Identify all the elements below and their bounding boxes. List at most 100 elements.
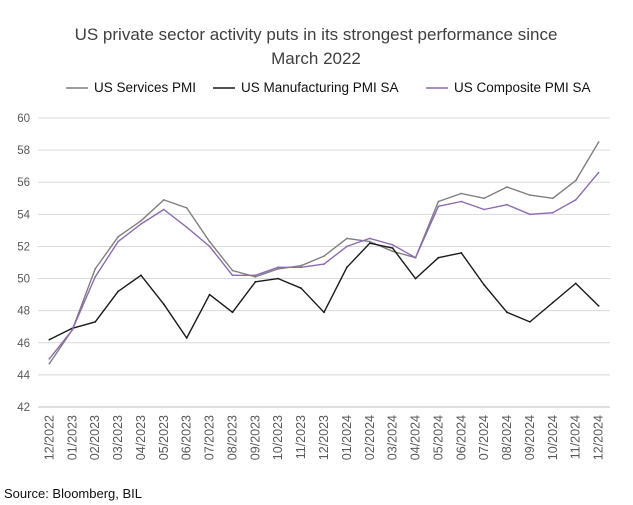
data-point xyxy=(346,237,348,240)
y-tick-label: 60 xyxy=(17,113,30,125)
data-point xyxy=(254,276,257,278)
data-point xyxy=(323,311,325,314)
data-point xyxy=(574,179,577,182)
data-point xyxy=(231,274,234,277)
x-tick-label: 06/2024 xyxy=(454,415,468,460)
data-point xyxy=(277,266,280,269)
data-point xyxy=(140,223,142,225)
data-point xyxy=(117,240,119,243)
x-tick-label: 12/2024 xyxy=(592,415,606,460)
data-point xyxy=(437,205,440,208)
legend-item: US Composite PMI SA xyxy=(426,80,591,95)
legend-item: US Manufacturing PMI SA xyxy=(213,80,399,95)
series-lines xyxy=(48,141,600,365)
data-point xyxy=(597,171,600,174)
chart-title-line-2: March 2022 xyxy=(271,49,361,68)
data-point xyxy=(323,263,325,265)
x-tick-label: 02/2024 xyxy=(363,415,377,460)
x-tick-label: 02/2023 xyxy=(88,415,102,460)
y-tick-label: 52 xyxy=(17,241,30,253)
legend-label: US Manufacturing PMI SA xyxy=(241,80,399,95)
data-point xyxy=(483,208,486,211)
data-point xyxy=(574,282,577,285)
x-tick-label: 05/2023 xyxy=(157,415,171,460)
x-tick-label: 06/2023 xyxy=(180,415,194,460)
x-tick-label: 04/2024 xyxy=(409,415,423,460)
x-tick-label: 11/2024 xyxy=(569,415,583,459)
data-point xyxy=(162,199,165,201)
x-tick-label: 10/2023 xyxy=(271,415,285,460)
legend-item: US Services PMI xyxy=(66,80,196,95)
data-point xyxy=(368,237,371,240)
data-point xyxy=(437,256,440,259)
data-point xyxy=(162,208,165,211)
data-point xyxy=(574,199,577,201)
data-point xyxy=(460,192,463,195)
data-point xyxy=(231,311,234,314)
y-tick-label: 58 xyxy=(17,145,30,157)
data-point xyxy=(346,245,348,248)
data-point xyxy=(185,226,188,229)
x-tick-label: 07/2023 xyxy=(203,415,217,460)
data-point xyxy=(162,303,165,306)
x-tick-label: 07/2024 xyxy=(477,415,491,460)
y-gridlines xyxy=(38,117,610,408)
data-point xyxy=(368,240,371,243)
x-tick-label: 12/2022 xyxy=(42,415,56,460)
chart-title-line-1: US private sector activity puts in its s… xyxy=(75,25,558,44)
x-tick-label: 08/2024 xyxy=(500,415,514,460)
x-tick-label: 08/2023 xyxy=(225,415,239,460)
y-tick-label: 56 xyxy=(17,177,30,189)
data-point xyxy=(551,197,554,200)
chart-title: US private sector activity puts in its s… xyxy=(75,25,558,68)
y-tick-label: 54 xyxy=(17,209,30,221)
data-point xyxy=(300,264,302,267)
x-tick-label: 10/2024 xyxy=(546,415,560,460)
data-point xyxy=(231,269,234,272)
data-point xyxy=(391,247,394,250)
data-point xyxy=(140,274,142,277)
data-point xyxy=(94,276,97,278)
x-tick-label: 05/2024 xyxy=(431,415,445,460)
x-tick-label: 04/2023 xyxy=(134,415,148,460)
data-point xyxy=(414,277,417,280)
data-point xyxy=(483,197,486,200)
data-point xyxy=(117,290,119,293)
x-tick-label: 03/2024 xyxy=(386,415,400,460)
x-tick-label: 09/2023 xyxy=(248,415,262,460)
x-tick-label: 01/2024 xyxy=(340,415,354,460)
data-point xyxy=(506,186,508,188)
data-point xyxy=(277,268,280,270)
data-point xyxy=(506,311,508,314)
data-point xyxy=(48,357,51,360)
series-line-3 xyxy=(48,172,600,360)
series-line-1 xyxy=(48,141,600,364)
data-point xyxy=(254,280,257,283)
x-tick-label: 11/2023 xyxy=(294,415,308,459)
series-line-2 xyxy=(49,242,600,341)
data-point xyxy=(300,266,302,269)
data-point xyxy=(529,321,531,323)
data-point xyxy=(529,213,531,216)
data-point xyxy=(368,242,371,245)
data-point xyxy=(551,211,554,214)
chart-legend: US Services PMI US Manufacturing PMI SA US… xyxy=(66,80,591,95)
y-tick-labels: 42 44 46 48 50 52 54 56 58 60 xyxy=(17,113,30,414)
data-point xyxy=(346,266,348,269)
legend-label: US Services PMI xyxy=(94,80,196,95)
data-point xyxy=(391,243,394,246)
x-tick-labels: 12/2022 01/2023 02/2023 03/2023 04/2023 05/20… xyxy=(42,415,605,460)
data-point xyxy=(300,287,302,290)
data-point xyxy=(551,301,554,304)
data-point xyxy=(460,252,463,254)
y-tick-label: 50 xyxy=(17,274,30,286)
data-point xyxy=(437,200,440,203)
x-tick-label: 12/2023 xyxy=(317,415,331,460)
data-point xyxy=(597,141,600,144)
data-point xyxy=(391,250,394,253)
data-point xyxy=(506,203,508,206)
x-tick-label: 01/2023 xyxy=(65,415,79,460)
data-point xyxy=(277,277,280,280)
data-point xyxy=(483,284,486,286)
